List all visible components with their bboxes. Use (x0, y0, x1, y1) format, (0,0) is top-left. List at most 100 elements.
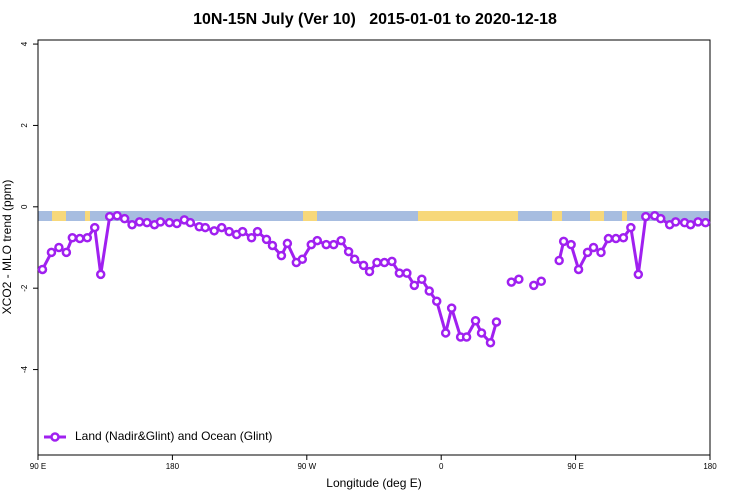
data-point (252, 226, 263, 237)
data-point (276, 250, 287, 261)
data-point (417, 274, 427, 284)
data-point (394, 268, 405, 278)
data-point (409, 280, 420, 291)
data-point (693, 217, 703, 227)
legend-label: Land (Nadir&Glint) and Ocean (Glint) (75, 429, 272, 443)
data-point (142, 217, 152, 228)
x-axis-label: Longitude (deg E) (326, 476, 421, 490)
y-tick-label: 2 (20, 123, 29, 128)
data-point (349, 254, 360, 265)
y-axis-label: XCO2 - MLO trend (ppm) (0, 180, 14, 315)
x-tick-label: 90 E (567, 462, 583, 471)
data-point (506, 277, 517, 287)
data-point (536, 276, 547, 287)
chart-title: 10N-15N July (Ver 10) 2015-01-01 to 2020… (193, 11, 557, 28)
data-point (470, 315, 481, 326)
data-point (200, 222, 211, 233)
data-point (127, 219, 137, 230)
data-point (440, 328, 451, 338)
data-point (297, 254, 308, 265)
y-tick-label: -2 (20, 284, 29, 292)
data-point (588, 242, 599, 253)
data-point (573, 264, 584, 275)
data-point (82, 232, 93, 243)
data-point (95, 269, 106, 280)
data-point (558, 236, 569, 247)
x-tick-label: 180 (703, 462, 717, 471)
land-patch (85, 211, 90, 221)
data-point (209, 226, 219, 236)
data-point (306, 239, 317, 250)
ocean-band (38, 211, 710, 221)
data-point (89, 222, 100, 233)
data-point (61, 247, 72, 258)
land-patch (590, 211, 604, 221)
data-point (237, 226, 248, 237)
data-point (282, 238, 293, 249)
land-patch (303, 211, 317, 221)
data-point (700, 217, 711, 228)
data-point (461, 332, 472, 342)
data-point (321, 239, 331, 250)
data-point (155, 217, 166, 227)
data-point (670, 217, 681, 227)
data-point (626, 222, 636, 233)
data-point (343, 246, 354, 257)
data-point (431, 296, 442, 306)
data-point (618, 232, 629, 243)
data-point (358, 260, 369, 271)
data-point (164, 217, 175, 228)
data-point (312, 235, 323, 246)
data-point (37, 264, 48, 275)
land-patch (418, 211, 518, 221)
x-tick-label: 180 (166, 462, 180, 471)
data-point (424, 286, 435, 296)
data-point (112, 211, 122, 221)
data-point (364, 266, 375, 277)
data-point (54, 242, 64, 253)
data-point (379, 257, 390, 268)
data-point (172, 218, 182, 229)
data-point (491, 317, 502, 327)
x-tick-label: 90 W (297, 462, 316, 471)
data-point (328, 239, 339, 250)
data-point (514, 274, 524, 284)
land-patch (52, 211, 66, 221)
data-point (46, 247, 57, 258)
data-point (603, 233, 614, 244)
x-tick-label: 90 E (30, 462, 46, 471)
data-point (402, 268, 412, 278)
data-point (582, 247, 593, 258)
data-point (641, 211, 651, 222)
data-point (554, 255, 564, 266)
data-point (446, 303, 457, 313)
data-point (596, 247, 606, 258)
y-tick-label: -4 (20, 365, 29, 373)
data-point (67, 232, 78, 243)
data-point (134, 217, 145, 227)
map-strip (38, 211, 710, 221)
data-point (216, 222, 227, 233)
data-point (485, 337, 496, 348)
data-point (261, 234, 272, 245)
data-point (104, 211, 115, 222)
x-tick-label: 0 (439, 462, 444, 471)
data-point (336, 235, 346, 246)
plot-frame (37, 39, 711, 456)
legend-marker (50, 432, 60, 442)
data-point (611, 233, 621, 244)
data-point (75, 233, 85, 244)
y-tick-label: 4 (20, 41, 29, 46)
data-point (566, 239, 576, 250)
data-point (685, 219, 696, 230)
data-point (476, 328, 487, 338)
data-point (119, 213, 130, 224)
data-point (224, 226, 234, 237)
data-point (372, 257, 382, 268)
data-point (633, 269, 644, 280)
data-point (387, 256, 397, 267)
data-point (529, 280, 539, 291)
land-patch (622, 211, 627, 221)
